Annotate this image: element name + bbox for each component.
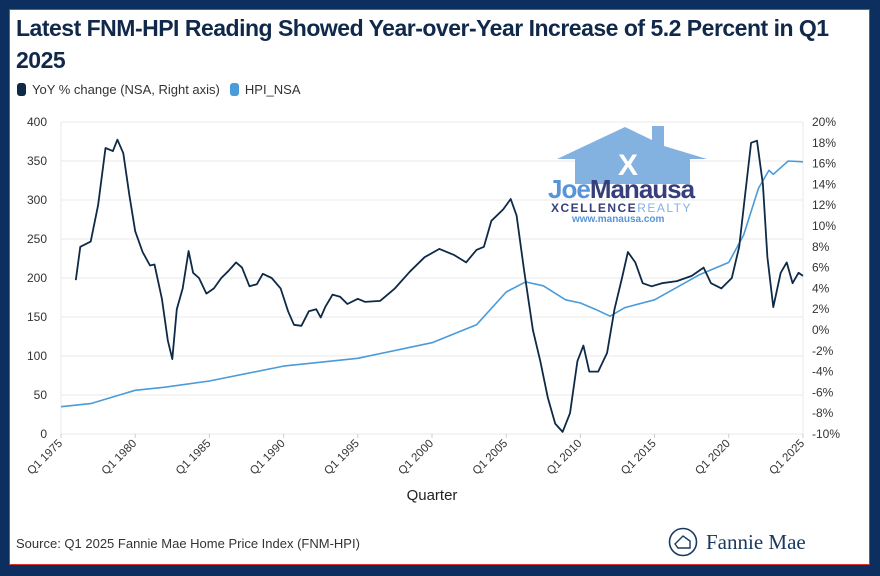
- y-right-tick-label: -10%: [812, 427, 840, 441]
- y-right-tick-label: 18%: [812, 136, 836, 150]
- x-axis-label: Quarter: [407, 487, 458, 504]
- logo-x-mark: X: [618, 149, 638, 182]
- y-right-tick-label: 10%: [812, 219, 836, 233]
- fannie-mae-house-icon: [668, 527, 698, 557]
- x-tick-label: Q1 2005: [471, 438, 511, 478]
- source-note: Source: Q1 2025 Fannie Mae Home Price In…: [16, 536, 360, 551]
- x-tick-label: Q1 2020: [693, 438, 733, 478]
- x-tick-label: Q1 2010: [545, 438, 585, 478]
- y-left-tick-label: 400: [27, 115, 47, 129]
- x-tick-label: Q1 2015: [619, 438, 659, 478]
- house-icon: [557, 126, 707, 184]
- y-right-tick-label: 0%: [812, 323, 830, 337]
- y-left-tick-label: 150: [27, 310, 47, 324]
- y-right-tick-label: 2%: [812, 302, 830, 316]
- y-right-tick-label: -8%: [812, 406, 834, 420]
- hpi-nsa-line: [60, 160, 804, 408]
- legend-label-hpi: HPI_NSA: [244, 82, 301, 97]
- y-right-tick-label: 12%: [812, 198, 836, 212]
- y-right-tick-label: 6%: [812, 261, 830, 275]
- x-tick-label: Q1 1990: [248, 438, 288, 478]
- fannie-mae-logo: Fannie Mae: [668, 527, 806, 557]
- x-tick-label: Q1 1975: [25, 438, 65, 478]
- legend-swatch-yoy: [17, 83, 26, 96]
- yoy-change-line: [74, 138, 804, 433]
- y-left-tick-label: 0: [40, 427, 47, 441]
- x-tick-label: Q1 2000: [396, 438, 436, 478]
- y-right-tick-label: -2%: [812, 344, 834, 358]
- x-tick-label: Q1 2025: [767, 438, 807, 478]
- x-tick-label: Q1 1995: [322, 438, 362, 478]
- y-right-tick-label: 16%: [812, 157, 836, 171]
- y-right-tick-label: 14%: [812, 177, 836, 191]
- chart-title: Latest FNM-HPI Reading Showed Year-over-…: [16, 15, 829, 73]
- legend-swatch-hpi: [229, 83, 239, 96]
- y-left-tick-label: 300: [27, 193, 47, 207]
- legend-label-yoy: YoY % change (NSA, Right axis): [32, 82, 220, 97]
- x-tick-label: Q1 1980: [100, 438, 140, 478]
- y-right-tick-label: 20%: [812, 115, 836, 129]
- chart-panel: [9, 9, 870, 565]
- y-left-tick-label: 200: [27, 271, 47, 285]
- legend: YoY % change (NSA, Right axis) HPI_NSA: [17, 82, 301, 97]
- y-right-tick-label: 8%: [812, 240, 830, 254]
- y-right-tick-label: -6%: [812, 385, 834, 399]
- logo-name: JoeManausa: [548, 174, 696, 204]
- logo-url: www.manausa.com: [571, 214, 665, 225]
- logo-tagline: XCELLENCEREALTY: [551, 201, 692, 215]
- y-left-tick-label: 250: [27, 232, 47, 246]
- y-left-tick-label: 350: [27, 154, 47, 168]
- y-right-tick-label: -4%: [812, 365, 834, 379]
- joe-manausa-watermark-logo: XJoeManausaXCELLENCEREALTYwww.manausa.co…: [548, 126, 707, 225]
- fannie-mae-wordmark: Fannie Mae: [706, 529, 806, 554]
- y-right-tick-label: 4%: [812, 281, 830, 295]
- x-tick-label: Q1 1985: [174, 438, 214, 478]
- y-left-tick-label: 50: [34, 388, 48, 402]
- y-left-tick-label: 100: [27, 349, 47, 363]
